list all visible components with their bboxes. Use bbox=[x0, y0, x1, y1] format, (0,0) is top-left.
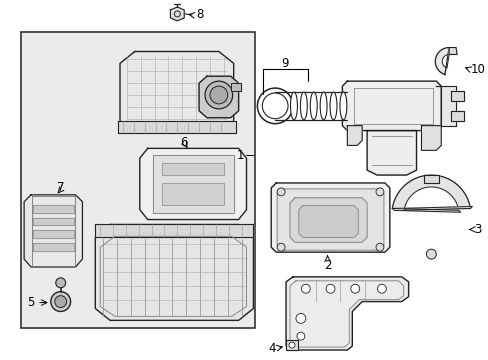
Polygon shape bbox=[33, 230, 73, 238]
Polygon shape bbox=[450, 91, 463, 101]
Ellipse shape bbox=[329, 92, 336, 120]
Polygon shape bbox=[342, 81, 440, 131]
Polygon shape bbox=[421, 126, 440, 150]
Circle shape bbox=[277, 243, 285, 251]
Text: 9: 9 bbox=[281, 57, 288, 70]
Text: 4: 4 bbox=[268, 342, 276, 355]
Polygon shape bbox=[199, 76, 238, 118]
Text: 6: 6 bbox=[180, 136, 187, 149]
Circle shape bbox=[277, 188, 285, 196]
Circle shape bbox=[325, 284, 334, 293]
Circle shape bbox=[350, 284, 359, 293]
Text: 2: 2 bbox=[323, 259, 331, 272]
Circle shape bbox=[296, 332, 304, 340]
Circle shape bbox=[375, 188, 383, 196]
Circle shape bbox=[257, 88, 292, 123]
Polygon shape bbox=[434, 48, 448, 75]
Polygon shape bbox=[448, 48, 456, 54]
Circle shape bbox=[204, 81, 232, 109]
Polygon shape bbox=[140, 148, 246, 220]
Polygon shape bbox=[118, 121, 235, 132]
Text: 10: 10 bbox=[470, 63, 485, 76]
Polygon shape bbox=[161, 183, 224, 205]
Text: 5: 5 bbox=[26, 296, 34, 309]
Polygon shape bbox=[161, 163, 224, 175]
Polygon shape bbox=[33, 217, 73, 225]
Polygon shape bbox=[285, 340, 297, 350]
Ellipse shape bbox=[300, 92, 306, 120]
Polygon shape bbox=[152, 155, 233, 213]
Text: 8: 8 bbox=[196, 8, 203, 22]
Polygon shape bbox=[289, 198, 366, 242]
Polygon shape bbox=[230, 83, 240, 91]
Circle shape bbox=[262, 93, 287, 119]
Ellipse shape bbox=[339, 92, 346, 120]
Circle shape bbox=[295, 314, 305, 323]
Bar bbox=[21, 32, 255, 328]
Polygon shape bbox=[391, 175, 469, 210]
Circle shape bbox=[55, 296, 66, 307]
Polygon shape bbox=[346, 126, 362, 145]
Polygon shape bbox=[366, 131, 416, 175]
Polygon shape bbox=[95, 225, 253, 320]
Circle shape bbox=[51, 292, 70, 311]
Polygon shape bbox=[435, 86, 455, 126]
Circle shape bbox=[56, 278, 65, 288]
Circle shape bbox=[375, 243, 383, 251]
Ellipse shape bbox=[320, 92, 326, 120]
Circle shape bbox=[288, 342, 294, 348]
Polygon shape bbox=[391, 208, 460, 212]
Text: 7: 7 bbox=[57, 181, 64, 194]
Polygon shape bbox=[277, 189, 383, 250]
Polygon shape bbox=[95, 225, 253, 237]
Polygon shape bbox=[120, 51, 233, 132]
Ellipse shape bbox=[310, 92, 317, 120]
Polygon shape bbox=[33, 243, 73, 251]
Circle shape bbox=[426, 249, 435, 259]
Polygon shape bbox=[33, 205, 73, 213]
Text: 1: 1 bbox=[237, 149, 244, 162]
Polygon shape bbox=[450, 111, 463, 121]
Polygon shape bbox=[424, 175, 438, 183]
Polygon shape bbox=[403, 206, 471, 210]
Polygon shape bbox=[298, 206, 358, 237]
Ellipse shape bbox=[290, 92, 297, 120]
Polygon shape bbox=[170, 7, 184, 21]
Polygon shape bbox=[285, 277, 408, 350]
Text: 3: 3 bbox=[473, 223, 480, 236]
Polygon shape bbox=[271, 183, 389, 252]
Circle shape bbox=[301, 284, 310, 293]
Circle shape bbox=[377, 284, 386, 293]
Polygon shape bbox=[24, 195, 82, 267]
Circle shape bbox=[209, 86, 227, 104]
